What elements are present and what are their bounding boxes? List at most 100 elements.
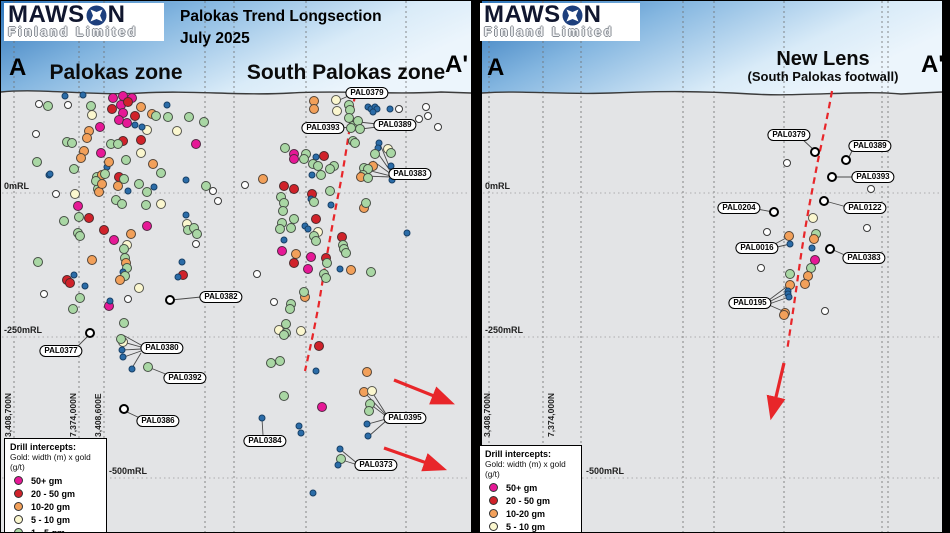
drill-intercept-dot xyxy=(277,246,287,256)
label-leader-line xyxy=(367,418,387,425)
drill-intercept-dot xyxy=(863,224,871,232)
drill-intercept-dot xyxy=(355,124,365,134)
plunge-arrow xyxy=(393,378,455,405)
drill-intercept-dot xyxy=(182,176,190,184)
elevation-label: 0mRL xyxy=(485,181,511,191)
drill-intercept-dot xyxy=(757,264,765,272)
drill-intercept-dot xyxy=(415,115,423,123)
drill-intercept-dot xyxy=(131,121,139,129)
drill-intercept-dot xyxy=(809,234,819,244)
logo-word-pre: MAWS xyxy=(8,1,85,28)
drill-intercept-dot xyxy=(32,157,42,167)
drill-intercept-dot xyxy=(184,112,194,122)
drill-intercept-dot xyxy=(258,174,268,184)
drillhole-label: PAL0382 xyxy=(199,291,243,303)
section-marker-a-left: A xyxy=(9,54,27,81)
drill-intercept-dot xyxy=(67,138,77,148)
drill-intercept-dot xyxy=(322,258,332,268)
label-leader-line xyxy=(371,391,387,415)
drill-intercept-dot xyxy=(87,110,97,120)
drill-intercept-dot xyxy=(350,138,360,148)
drill-intercept-dot xyxy=(303,264,313,274)
drill-intercept-dot xyxy=(763,228,771,236)
drillhole-label: PAL0377 xyxy=(39,345,83,357)
drill-intercept-dot xyxy=(52,190,60,198)
drillhole-label: PAL0122 xyxy=(843,202,887,214)
drill-intercept-dot xyxy=(366,267,376,277)
legend-color-dot-icon xyxy=(489,522,498,531)
drill-intercept-dot xyxy=(100,169,110,179)
legend-item-label: 1 - 5 gm xyxy=(31,527,66,533)
drill-intercept-dot xyxy=(174,273,182,281)
drill-intercept-dot xyxy=(74,212,84,222)
legend-subtitle: Gold: width (m) x gold (g/t) xyxy=(10,452,91,472)
drill-intercept-dot xyxy=(178,258,186,266)
grid-coordinate-label: 3,408,700N xyxy=(482,393,492,437)
drill-intercept-dot xyxy=(336,445,344,453)
drill-intercept-dot xyxy=(104,157,114,167)
drill-intercept-dot xyxy=(121,155,131,165)
drill-intercept-dot xyxy=(116,334,126,344)
drill-intercept-dot xyxy=(214,197,222,205)
drill-intercept-dot xyxy=(82,133,92,143)
drill-intercept-dot xyxy=(141,200,151,210)
legend-drill-intercepts: Drill intercepts: Gold: width (m) x gold… xyxy=(4,438,107,533)
legend-item: 50+ gm xyxy=(489,481,576,494)
drill-intercept-dot xyxy=(279,330,289,340)
plunge-arrow xyxy=(383,446,448,472)
legend-color-dot-icon xyxy=(14,489,23,498)
drill-intercept-dot xyxy=(336,265,344,273)
figure-title-line1: Palokas Trend Longsection xyxy=(180,8,382,25)
drill-intercept-dot xyxy=(779,310,789,320)
drill-intercept-dot xyxy=(319,151,329,161)
drill-intercept-dot xyxy=(434,123,442,131)
drillhole-collar-circle xyxy=(825,244,835,254)
drill-intercept-dot xyxy=(142,187,152,197)
mawson-logo: MAWS N Finland Limited xyxy=(4,3,164,41)
drill-intercept-dot xyxy=(258,414,266,422)
drill-intercept-dot xyxy=(299,154,309,164)
drill-intercept-dot xyxy=(136,148,146,158)
elevation-label: -250mRL xyxy=(485,325,524,335)
elevation-label: 0mRL xyxy=(4,181,30,191)
drill-intercept-dot xyxy=(148,159,158,169)
drill-intercept-dot xyxy=(311,236,321,246)
drill-intercept-dot xyxy=(346,265,356,275)
legend-item-label: 5 - 10 gm xyxy=(506,521,546,532)
legend-color-dot-icon xyxy=(14,528,23,532)
drillhole-collar-circle xyxy=(841,155,851,165)
drill-intercept-dot xyxy=(296,326,306,336)
legend-color-dot-icon xyxy=(14,502,23,511)
drill-intercept-dot xyxy=(163,112,173,122)
drill-intercept-dot xyxy=(136,135,146,145)
drill-intercept-dot xyxy=(332,106,342,116)
drillhole-collar-circle xyxy=(119,404,129,414)
mawson-logo: MAWS N Finland Limited xyxy=(480,3,640,41)
drill-intercept-dot xyxy=(867,185,875,193)
label-leader-line xyxy=(170,296,202,301)
panel-separator xyxy=(471,1,482,532)
drill-intercept-dot xyxy=(87,255,97,265)
drillhole-collar-circle xyxy=(769,207,779,217)
drill-intercept-dot xyxy=(280,143,290,153)
section-marker-aprime-left: A' xyxy=(445,51,469,78)
drill-intercept-dot xyxy=(97,179,107,189)
drill-intercept-dot xyxy=(68,304,78,314)
drill-intercept-dot xyxy=(61,92,69,100)
legend-color-dot-icon xyxy=(14,515,23,524)
label-leader-line xyxy=(122,334,142,346)
drillhole-collar-circle xyxy=(810,147,820,157)
grid-coordinate-label: 3,408,600E xyxy=(93,393,103,437)
drillhole-label: PAL0204 xyxy=(717,202,761,214)
mawson-star-icon xyxy=(86,5,107,26)
drill-intercept-dot xyxy=(295,422,303,430)
label-leader-line xyxy=(123,350,142,358)
drill-intercept-dot xyxy=(370,149,380,159)
drill-intercept-dot xyxy=(312,367,320,375)
drill-intercept-dot xyxy=(309,197,319,207)
legend-drill-intercepts: Drill intercepts: Gold: width (m) x gold… xyxy=(479,445,582,532)
drillhole-label: PAL0389 xyxy=(373,119,417,131)
drill-intercept-dot xyxy=(317,402,327,412)
drillhole-label: PAL0392 xyxy=(163,372,207,384)
drill-intercept-dot xyxy=(361,198,371,208)
